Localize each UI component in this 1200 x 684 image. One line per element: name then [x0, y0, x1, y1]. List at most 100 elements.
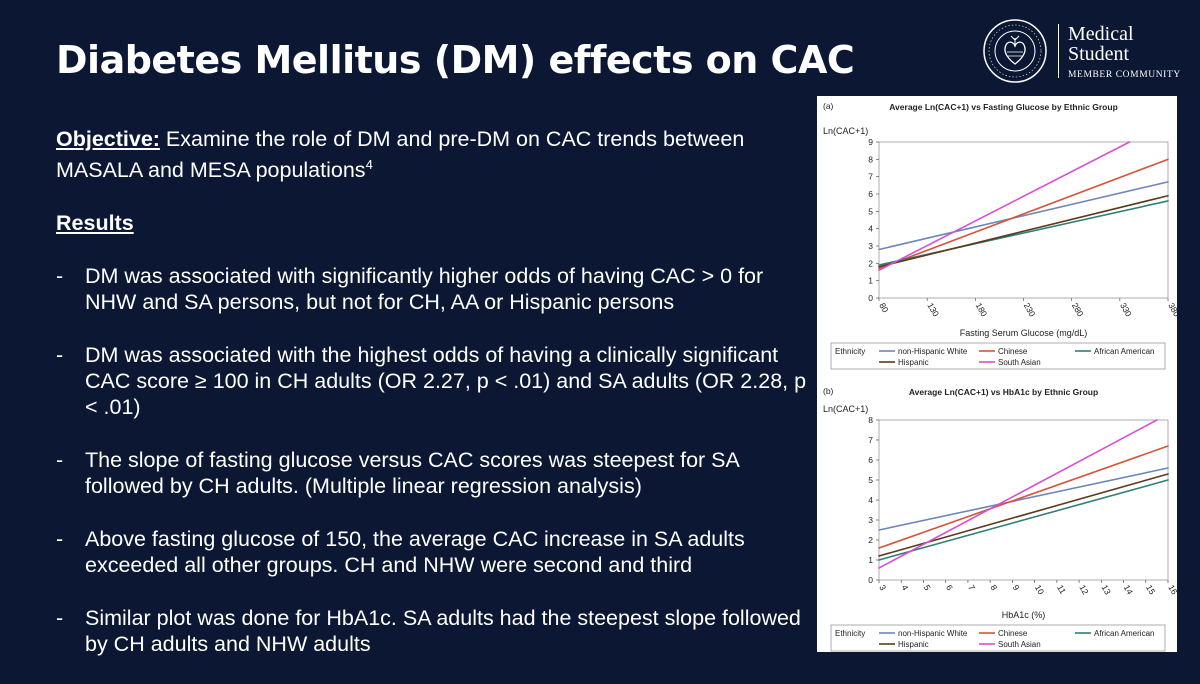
chart1-y-axis-label: Ln(CAC+1) [823, 126, 868, 136]
chart2-legend-entry: Hispanic [898, 640, 929, 649]
chart1-x-tick-label: 330 [1118, 301, 1134, 319]
bullet-text: Above fasting glucose of 150, the averag… [85, 527, 745, 578]
chart2-x-axis-label: HbA1c (%) [1002, 610, 1046, 620]
chart1-y-tick-label: 2 [868, 258, 873, 268]
chart1-series-line [878, 141, 1131, 272]
chart2-series-line [878, 419, 1158, 569]
logo-line-member-community: MEMBER COMMUNITY [1068, 70, 1181, 80]
chart1-y-tick-label: 7 [868, 172, 873, 182]
chart1-series-line [878, 158, 1169, 270]
bullet-text: DM was associated with significantly hig… [85, 264, 764, 315]
chart2-legend-entry: Chinese [998, 629, 1028, 638]
chart1-y-tick-label: 5 [868, 206, 873, 216]
chart1-y-tick-label: 4 [868, 224, 873, 234]
bullet-marker: - [56, 343, 64, 368]
chart1-series-line [878, 181, 1169, 251]
objective-superscript: 4 [365, 157, 373, 172]
chart1-x-tick-label: 180 [974, 301, 990, 319]
chart1-y-tick-label: 3 [868, 241, 873, 251]
chart2-x-tick-label: 15 [1144, 583, 1158, 596]
chart2-x-tick-label: 8 [988, 583, 999, 592]
chart2-x-tick-label: 7 [966, 583, 977, 592]
chart1-x-tick-label: 80 [877, 301, 891, 314]
chart1-y-tick-label: 1 [868, 276, 873, 286]
chart2-x-tick-label: 16 [1166, 583, 1177, 596]
bullet-2: - DM was associated with the highest odds… [56, 342, 816, 420]
bullet-marker: - [56, 606, 64, 631]
slide-title: Diabetes Mellitus (DM) effects on CAC [56, 38, 855, 82]
chart2-x-tick-label: 10 [1033, 583, 1047, 596]
acc-logo: Medical Student MEMBER COMMUNITY [982, 18, 1182, 84]
bullet-text: Similar plot was done for HbA1c. SA adul… [85, 606, 801, 657]
chart-panel: (a) Average Ln(CAC+1) vs Fasting Glucose … [817, 96, 1177, 652]
objective-label: Objective: [56, 127, 160, 151]
chart2-x-tick-label: 6 [944, 583, 955, 592]
chart2-y-tick-label: 8 [868, 415, 873, 425]
bullet-5: - Similar plot was done for HbA1c. SA adu… [56, 605, 816, 657]
chart2-y-tick-label: 3 [868, 515, 873, 525]
chart2-y-tick-label: 5 [868, 475, 873, 485]
chart1-x-tick-label: 380 [1166, 301, 1177, 319]
chart2-x-tick-label: 14 [1122, 583, 1136, 596]
chart2-series-line [878, 445, 1169, 549]
chart1-legend-entry: Chinese [998, 347, 1028, 356]
bullet-marker: - [56, 448, 64, 473]
chart1-legend-box [830, 342, 1166, 370]
chart1-legend-entry: non-Hispanic White [898, 347, 968, 356]
chart2-y-tick-label: 4 [868, 495, 873, 505]
chart1-y-tick-label: 8 [868, 154, 873, 164]
chart2-panel-label: (b) [823, 386, 834, 396]
chart1-x-tick-label: 130 [925, 301, 941, 319]
chart1-x-axis-label: Fasting Serum Glucose (mg/dL) [960, 328, 1088, 338]
chart1-legend-title: Ethnicity [835, 347, 865, 356]
chart2-y-tick-label: 1 [868, 555, 873, 565]
chart2-y-tick-label: 7 [868, 435, 873, 445]
chart1-series-line [878, 194, 1169, 268]
bullet-marker: - [56, 527, 64, 552]
chart2-legend-box [830, 624, 1166, 652]
bullet-text: The slope of fasting glucose versus CAC … [85, 448, 739, 499]
chart2-x-tick-label: 4 [899, 583, 910, 592]
chart1-y-tick-label: 0 [868, 293, 873, 303]
chart2-legend-title: Ethnicity [835, 629, 865, 638]
chart2-x-tick-label: 13 [1100, 583, 1114, 596]
chart1-legend-entry: South Asian [998, 358, 1041, 367]
bullet-text: DM was associated with the highest odds … [85, 343, 807, 420]
charts-svg: (a) Average Ln(CAC+1) vs Fasting Glucose … [823, 101, 1177, 652]
chart1-legend-entry: African American [1094, 347, 1154, 356]
chart2-y-tick-label: 6 [868, 455, 873, 465]
objective-text: Examine the role of DM and pre-DM on CAC… [56, 127, 745, 183]
chart1-y-tick-label: 9 [868, 137, 873, 147]
bullet-3: - The slope of fasting glucose versus CAC… [56, 447, 816, 499]
chart2-series-line [878, 473, 1169, 557]
chart2-title: Average Ln(CAC+1) vs HbA1c by Ethnic Gro… [909, 387, 1098, 397]
logo-text: Medical Student MEMBER COMMUNITY [1068, 24, 1181, 80]
chart2-x-tick-label: 11 [1055, 583, 1068, 596]
logo-line-student: Student [1068, 43, 1130, 65]
bullet-1: - DM was associated with significantly hi… [56, 263, 816, 315]
chart2-plot-frame [878, 419, 1169, 581]
chart2-series-line [878, 467, 1169, 531]
chart2-series-line [878, 479, 1169, 561]
acc-seal-icon [983, 19, 1047, 83]
chart1-x-tick-label: 280 [1070, 301, 1086, 319]
logo-line-medical: Medical [1068, 23, 1134, 45]
chart2-legend-entry: African American [1094, 629, 1154, 638]
chart1-x-tick-label: 230 [1022, 301, 1038, 319]
slide-body: Objective: Examine the role of DM and pr… [56, 126, 816, 684]
chart2-y-tick-label: 2 [868, 535, 873, 545]
results-heading: Results [56, 211, 134, 236]
chart1-y-tick-label: 6 [868, 189, 873, 199]
chart2-y-tick-label: 0 [868, 575, 873, 585]
chart1-panel-label: (a) [823, 101, 834, 111]
bullet-4: - Above fasting glucose of 150, the avera… [56, 526, 816, 578]
logo-divider [1058, 24, 1059, 78]
chart2-x-tick-label: 12 [1077, 583, 1091, 596]
chart1-legend-entry: Hispanic [898, 358, 929, 367]
chart2-x-tick-label: 5 [922, 583, 933, 592]
chart2-legend-entry: South Asian [998, 640, 1041, 649]
objective-paragraph: Objective: Examine the role of DM and pr… [56, 126, 816, 183]
chart2-legend-entry: non-Hispanic White [898, 629, 968, 638]
chart1-plot-frame [878, 141, 1169, 299]
bullet-marker: - [56, 264, 64, 289]
